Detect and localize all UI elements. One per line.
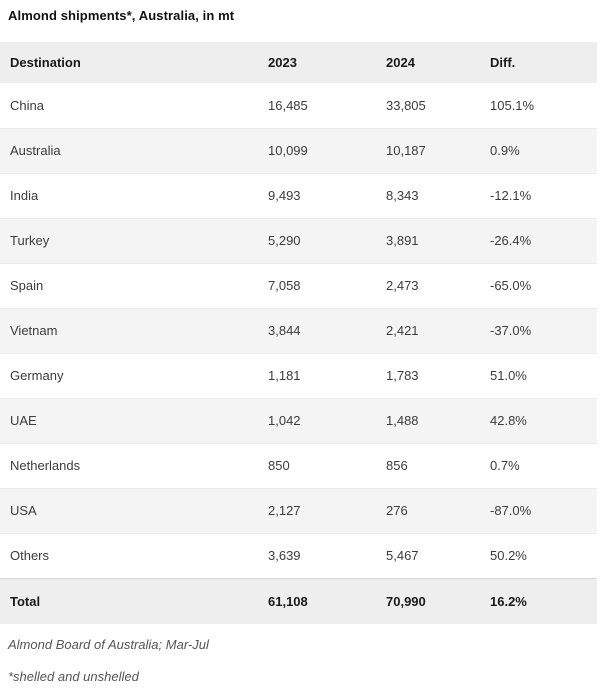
cell-2024: 10,187 bbox=[386, 127, 490, 173]
cell-diff: 42.8% bbox=[490, 397, 597, 443]
cell-destination: Turkey bbox=[0, 217, 268, 263]
table-row: UAE 1,042 1,488 42.8% bbox=[0, 397, 597, 443]
cell-diff: 0.9% bbox=[490, 127, 597, 173]
cell-2024: 856 bbox=[386, 442, 490, 488]
cell-2024: 8,343 bbox=[386, 172, 490, 218]
cell-2023: 7,058 bbox=[268, 262, 386, 308]
footnote: *shelled and unshelled bbox=[8, 669, 139, 684]
shipments-table: Destination 2023 2024 Diff. China 16,485… bbox=[0, 42, 597, 624]
cell-destination: Australia bbox=[0, 127, 268, 173]
cell-destination: India bbox=[0, 172, 268, 218]
table-title: Almond shipments*, Australia, in mt bbox=[8, 8, 235, 23]
table-row: Spain 7,058 2,473 -65.0% bbox=[0, 262, 597, 308]
cell-diff: 50.2% bbox=[490, 532, 597, 578]
cell-2023: 10,099 bbox=[268, 127, 386, 173]
column-header-2024: 2024 bbox=[386, 42, 490, 83]
table-row: Turkey 5,290 3,891 -26.4% bbox=[0, 217, 597, 263]
cell-diff: 0.7% bbox=[490, 442, 597, 488]
cell-diff: 51.0% bbox=[490, 352, 597, 398]
cell-2023: 1,042 bbox=[268, 397, 386, 443]
source-note: Almond Board of Australia; Mar-Jul bbox=[8, 637, 209, 652]
cell-2023: 5,290 bbox=[268, 217, 386, 263]
cell-diff: -12.1% bbox=[490, 172, 597, 218]
cell-destination: China bbox=[0, 83, 268, 128]
column-header-2023: 2023 bbox=[268, 42, 386, 83]
cell-2024: 2,473 bbox=[386, 262, 490, 308]
table-row: Australia 10,099 10,187 0.9% bbox=[0, 127, 597, 173]
cell-destination: USA bbox=[0, 487, 268, 533]
cell-diff: -87.0% bbox=[490, 487, 597, 533]
total-row: Total 61,108 70,990 16.2% bbox=[0, 577, 597, 624]
cell-2024: 2,421 bbox=[386, 307, 490, 353]
cell-diff: -65.0% bbox=[490, 262, 597, 308]
table-row: Germany 1,181 1,783 51.0% bbox=[0, 352, 597, 398]
cell-total-label: Total bbox=[0, 577, 268, 624]
cell-2023: 9,493 bbox=[268, 172, 386, 218]
cell-destination: Vietnam bbox=[0, 307, 268, 353]
table-row: China 16,485 33,805 105.1% bbox=[0, 83, 597, 128]
cell-2023: 16,485 bbox=[268, 83, 386, 128]
cell-destination: Others bbox=[0, 532, 268, 578]
table-footer: Almond Board of Australia; Mar-Jul *shel… bbox=[0, 624, 600, 684]
table-row: Others 3,639 5,467 50.2% bbox=[0, 532, 597, 578]
cell-2024: 1,488 bbox=[386, 397, 490, 443]
cell-2024: 3,891 bbox=[386, 217, 490, 263]
cell-destination: Germany bbox=[0, 352, 268, 398]
cell-2023: 3,844 bbox=[268, 307, 386, 353]
cell-2024: 5,467 bbox=[386, 532, 490, 578]
cell-2024: 276 bbox=[386, 487, 490, 533]
cell-destination: Netherlands bbox=[0, 442, 268, 488]
cell-total-diff: 16.2% bbox=[490, 577, 597, 624]
cell-diff: -37.0% bbox=[490, 307, 597, 353]
cell-2023: 1,181 bbox=[268, 352, 386, 398]
column-header-destination: Destination bbox=[0, 42, 268, 83]
cell-destination: UAE bbox=[0, 397, 268, 443]
cell-diff: 105.1% bbox=[490, 83, 597, 128]
table-row: Vietnam 3,844 2,421 -37.0% bbox=[0, 307, 597, 353]
column-header-diff: Diff. bbox=[490, 42, 597, 83]
table-row: USA 2,127 276 -87.0% bbox=[0, 487, 597, 533]
table-row: India 9,493 8,343 -12.1% bbox=[0, 172, 597, 218]
cell-diff: -26.4% bbox=[490, 217, 597, 263]
cell-total-2023: 61,108 bbox=[268, 577, 386, 624]
cell-2023: 3,639 bbox=[268, 532, 386, 578]
cell-destination: Spain bbox=[0, 262, 268, 308]
cell-2023: 850 bbox=[268, 442, 386, 488]
table-row: Netherlands 850 856 0.7% bbox=[0, 442, 597, 488]
table-header-row: Destination 2023 2024 Diff. bbox=[0, 42, 597, 83]
cell-2024: 33,805 bbox=[386, 83, 490, 128]
cell-total-2024: 70,990 bbox=[386, 577, 490, 624]
cell-2024: 1,783 bbox=[386, 352, 490, 398]
cell-2023: 2,127 bbox=[268, 487, 386, 533]
